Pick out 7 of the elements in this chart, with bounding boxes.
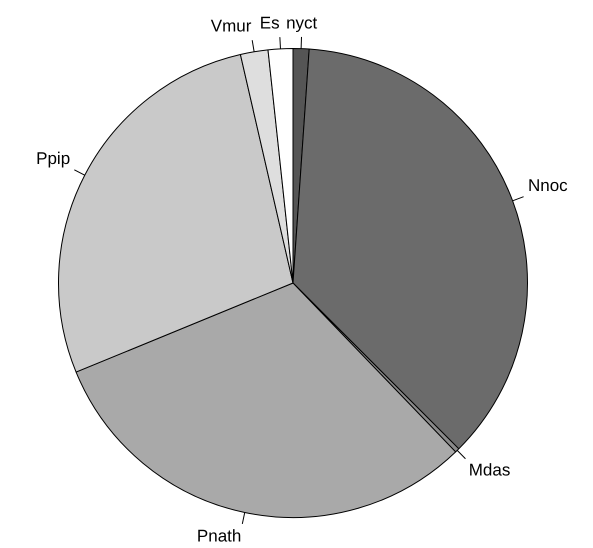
slice-label: Es — [260, 14, 280, 33]
slice-label: Ppip — [36, 148, 70, 168]
slice-label: Mdas — [468, 460, 510, 480]
slice-label: Nnoc — [528, 176, 568, 196]
slice-label: Vmur — [210, 16, 252, 36]
slice-label: Pnath — [196, 526, 242, 546]
slice-label: nyct — [286, 13, 318, 32]
